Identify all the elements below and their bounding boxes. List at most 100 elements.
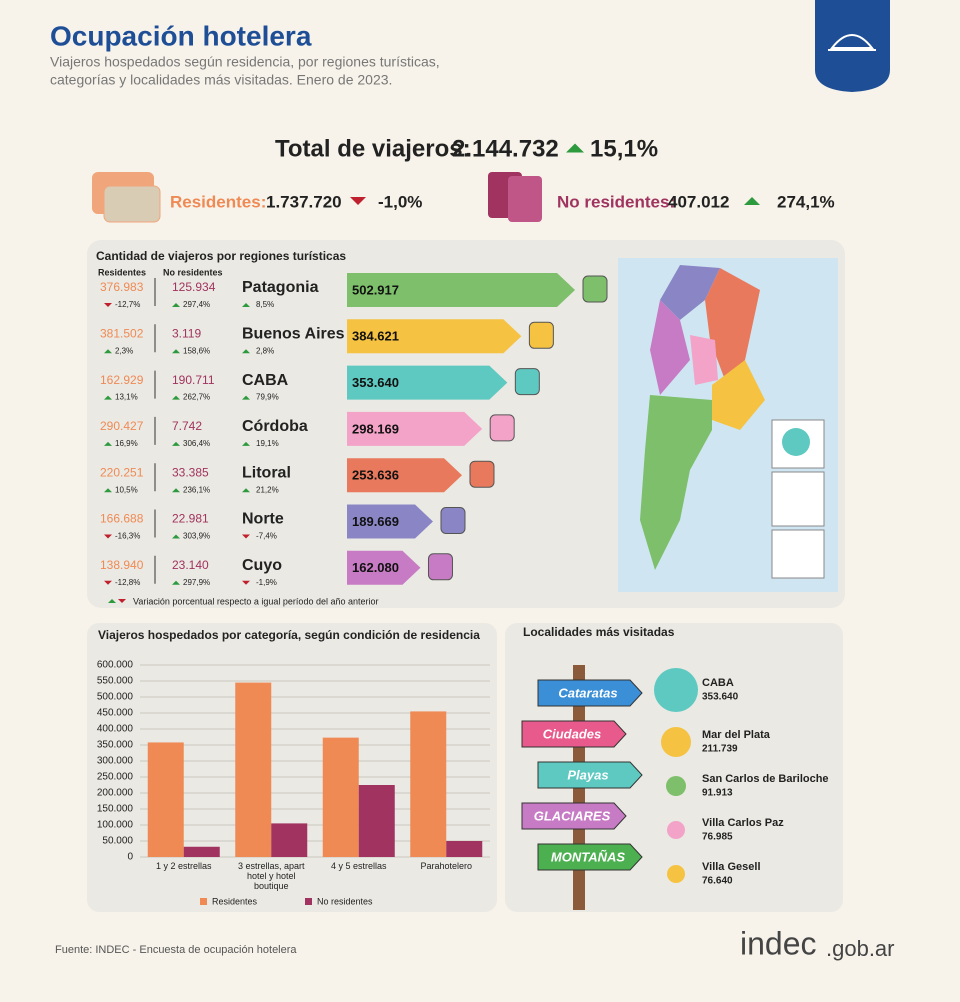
res-change: 2,3% [115, 346, 133, 355]
region-name: Buenos Aires [242, 326, 345, 343]
nores-value: 125.934 [172, 280, 216, 294]
x-tick-label: Parahotelero [420, 861, 473, 871]
change-arrow [242, 349, 250, 354]
change-arrow [104, 534, 112, 539]
region-total: 384.621 [352, 329, 399, 344]
sign-label: Cataratas [558, 685, 617, 700]
badge-icon [828, 34, 876, 51]
region-arrow [347, 458, 462, 493]
bar [410, 711, 447, 857]
localidad-circle [667, 821, 685, 839]
change-arrow [744, 197, 760, 205]
nores-value: 7.742 [172, 419, 202, 433]
legend-swatch [200, 898, 207, 905]
passport-icon [508, 176, 542, 222]
res-change: -12,7% [115, 300, 140, 309]
bar [271, 823, 308, 857]
region-total: 253.636 [352, 468, 399, 483]
bar [147, 742, 184, 857]
total-change: 15,1% [590, 135, 658, 162]
bar [446, 841, 483, 857]
note: Variación porcentual respecto a igual pe… [133, 596, 379, 606]
res-value: 166.688 [100, 512, 144, 526]
no-residentes-label: No residentes: [557, 192, 675, 211]
region-name: Norte [242, 511, 284, 528]
luggage-icon [427, 553, 453, 581]
localidad-name: Villa Gesell [702, 861, 761, 873]
region-arrow [347, 411, 483, 446]
localidad-name: San Carlos de Bariloche [702, 773, 829, 785]
sign [537, 761, 643, 789]
sign-label: MONTAÑAS [551, 849, 625, 864]
bar [235, 682, 272, 857]
y-tick-label: 200.000 [97, 788, 134, 799]
region-arrow [347, 273, 575, 307]
change-arrow [104, 303, 112, 307]
total-change: 21,2% [256, 485, 279, 494]
nores-value: 22.981 [172, 512, 209, 526]
change-arrow [172, 488, 180, 493]
luggage-icon [582, 275, 608, 303]
map-inset-caba [782, 428, 810, 456]
map-region [712, 360, 765, 430]
nores-change: 158,6% [183, 346, 210, 355]
localidad-circle [661, 727, 691, 757]
region-arrow [347, 365, 508, 400]
total-change: 8,5% [256, 300, 274, 309]
sign-label: Playas [567, 767, 608, 782]
subtitle: categorías y localidades más visitadas. … [50, 72, 392, 88]
localidad-circle [654, 668, 698, 712]
total-change: 79,9% [256, 393, 279, 402]
change-arrow [242, 534, 250, 539]
legend-label: Residentes [212, 896, 258, 906]
luggage-icon [469, 460, 495, 488]
region-total: 298.169 [352, 421, 399, 436]
y-tick-label: 300.000 [97, 756, 134, 767]
sign [521, 720, 627, 748]
map-inset [771, 471, 825, 527]
total-change: 19,1% [256, 439, 279, 448]
total-label: Total de viajeros: [275, 135, 471, 162]
change-arrow [104, 580, 112, 585]
localidad-name: CABA [702, 677, 734, 689]
y-tick-label: 100.000 [97, 820, 134, 831]
region-total: 162.080 [352, 560, 399, 575]
localidad-value: 353.640 [702, 692, 739, 703]
change-arrow [172, 303, 180, 307]
nores-change: 236,1% [183, 485, 210, 494]
res-change: -16,3% [115, 532, 140, 541]
localidad-name: Mar del Plata [702, 729, 771, 741]
localidad-circle [666, 776, 686, 796]
res-value: 138.940 [100, 558, 144, 572]
map-region [640, 395, 712, 570]
region-name: Patagonia [242, 279, 319, 296]
localidad-circle [667, 865, 685, 883]
logo-suffix: .gob.ar [826, 936, 895, 961]
total-value: 2.144.732 [452, 135, 559, 162]
chart-title: Viajeros hospedados por categoría, según… [98, 628, 480, 642]
y-tick-label: 0 [127, 852, 133, 863]
sign [537, 679, 643, 707]
nores-change: 262,7% [183, 393, 210, 402]
res-change: 13,1% [115, 393, 138, 402]
change-arrow [172, 349, 180, 354]
localidad-value: 211.739 [702, 744, 738, 755]
sign [537, 843, 643, 871]
change-arrow [108, 599, 116, 603]
region-total: 189.669 [352, 514, 399, 529]
nores-change: 297,9% [183, 578, 210, 587]
total-change: -7,4% [256, 532, 277, 541]
region-name: Cuyo [242, 557, 282, 574]
change-arrow [118, 599, 126, 603]
change-arrow [242, 303, 250, 307]
col-header: Residentes [98, 267, 146, 277]
change-arrow [566, 143, 584, 153]
bar [358, 785, 395, 857]
change-arrow [104, 441, 112, 446]
nores-change: 303,9% [183, 532, 210, 541]
legend-swatch [305, 898, 312, 905]
bar [322, 737, 359, 857]
region-arrow [347, 550, 421, 585]
